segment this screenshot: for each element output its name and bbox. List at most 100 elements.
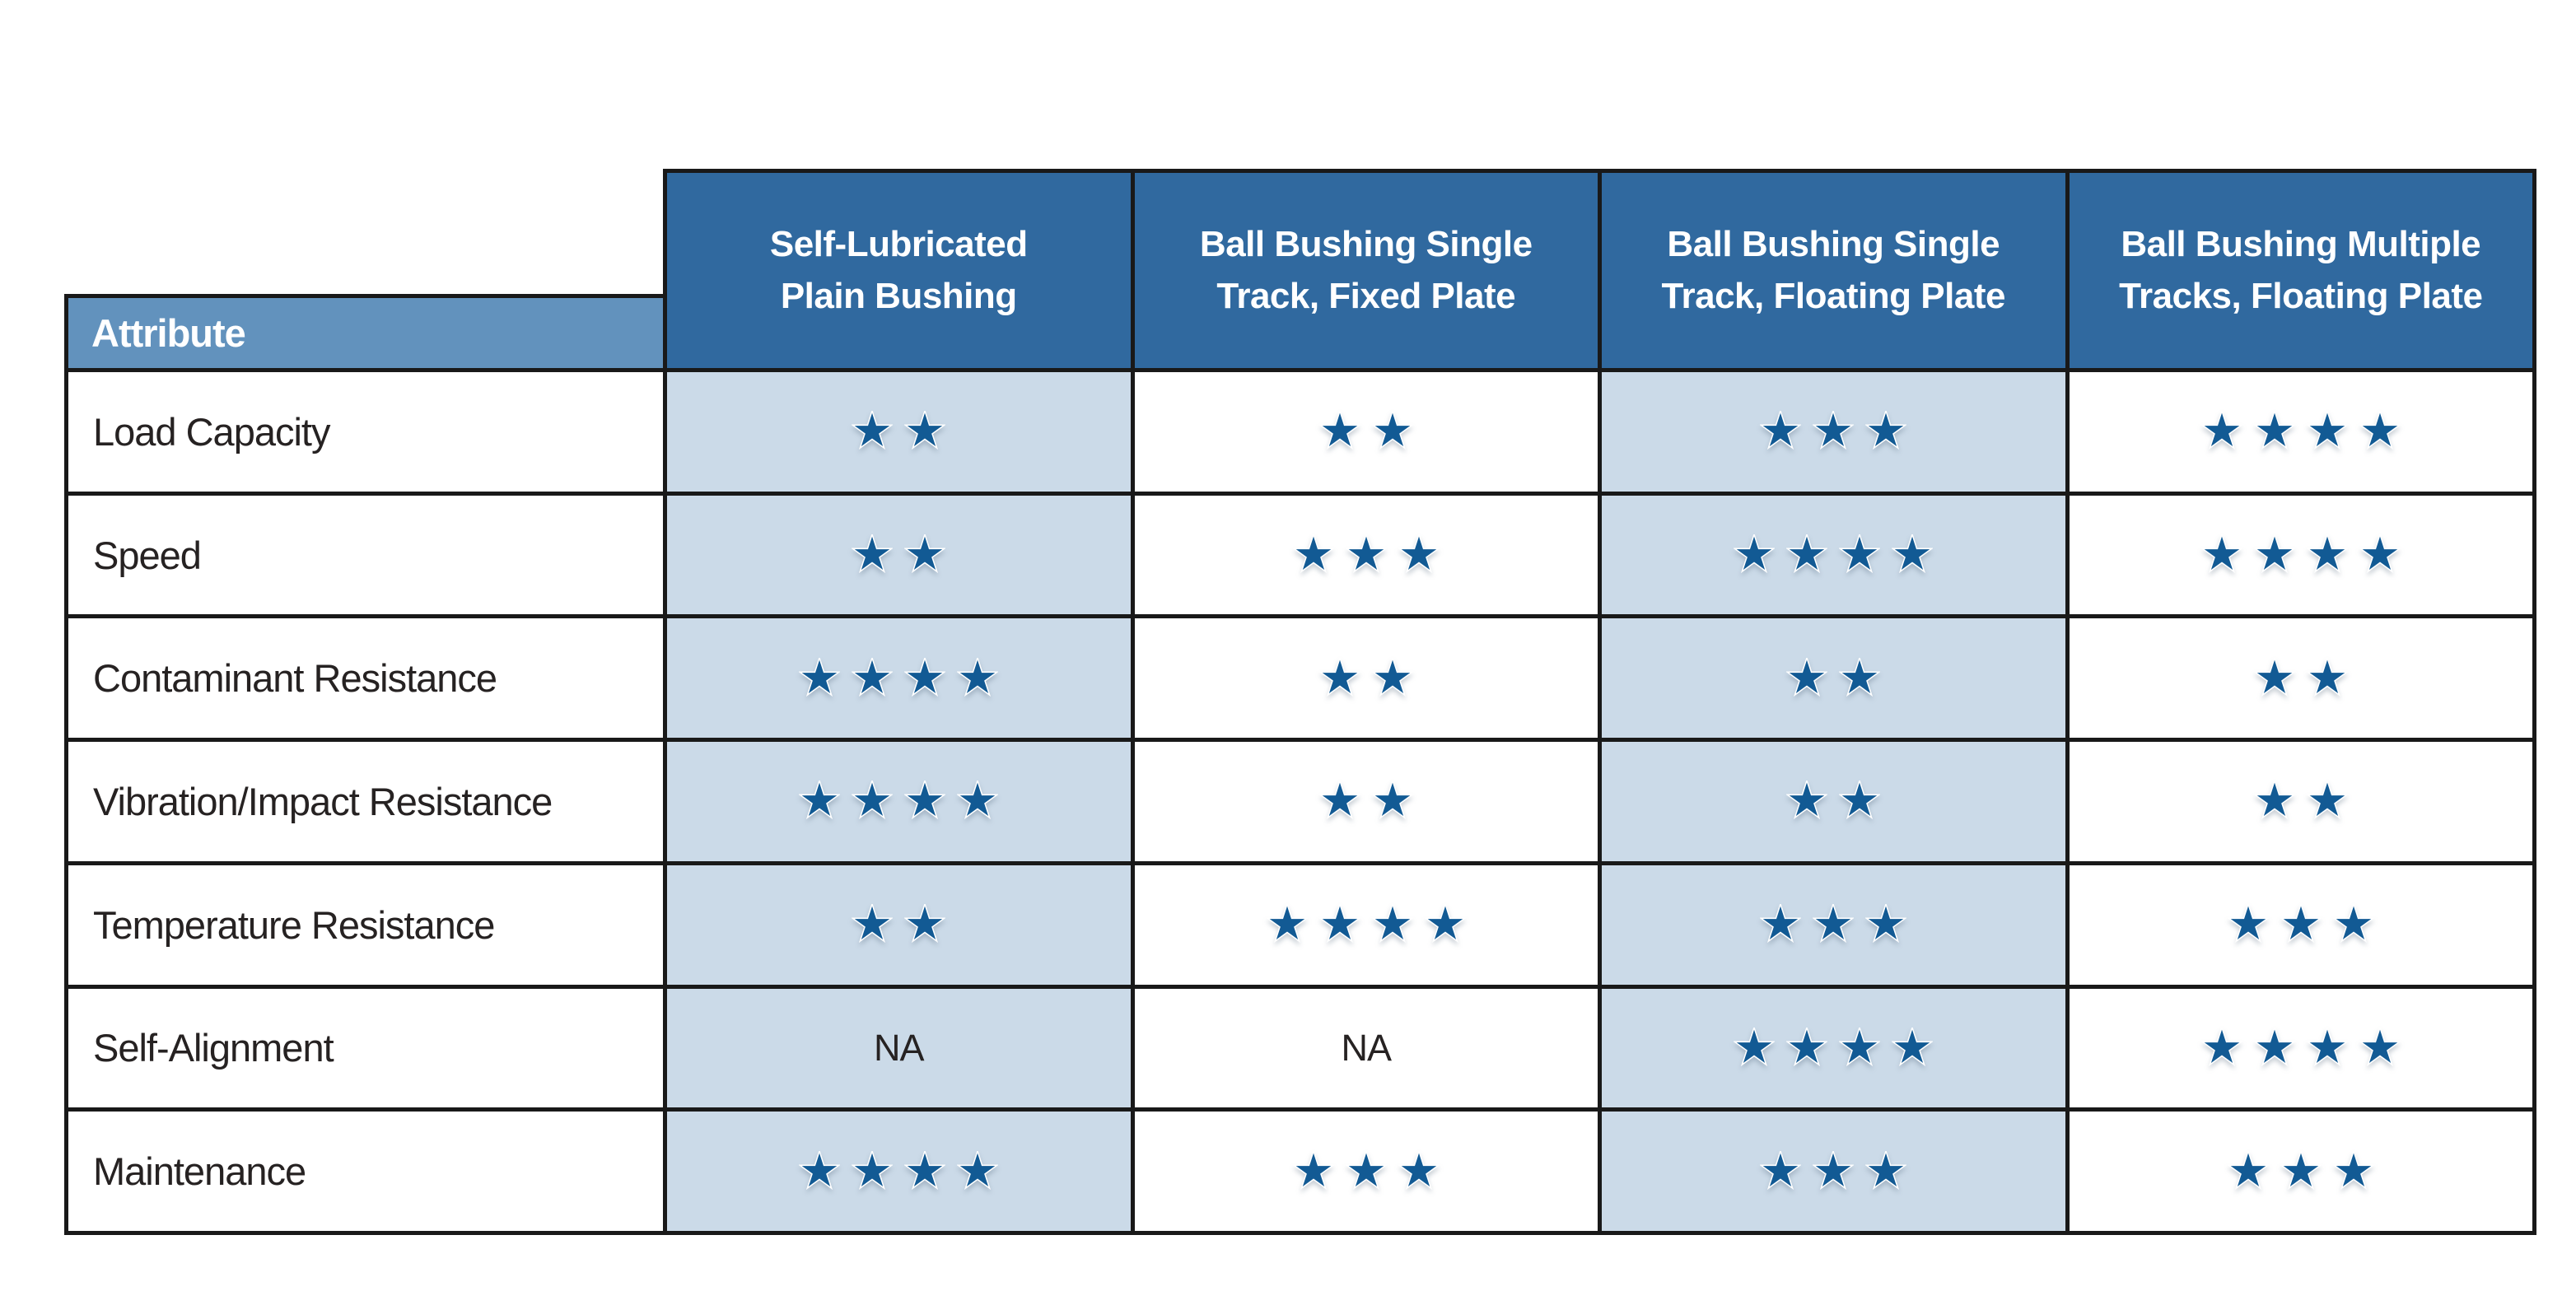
star-icon [2253, 657, 2295, 697]
attribute-cell: Speed [64, 495, 667, 619]
column-header-line: Ball Bushing Single [1199, 224, 1533, 265]
attribute-cell: Maintenance [64, 1112, 667, 1235]
attribute-label: Maintenance [93, 1149, 306, 1194]
rating-cell [2069, 865, 2536, 989]
star-rating [2253, 657, 2348, 699]
rating-cell [1134, 618, 1602, 743]
star-icon [852, 904, 894, 944]
na-value: NA [873, 1026, 925, 1069]
star-icon [1398, 534, 1440, 574]
star-icon [2280, 1150, 2322, 1190]
attribute-label: Speed [93, 533, 202, 577]
star-icon [1266, 904, 1308, 944]
star-icon [1345, 534, 1387, 574]
column-header-line: Track, Fixed Plate [1216, 275, 1516, 316]
star-rating [1266, 904, 1466, 945]
star-icon [957, 657, 999, 697]
rating-cell: NA [667, 988, 1135, 1112]
column-header-1: Self-Lubricated Plain Bushing [667, 169, 1135, 372]
star-icon [852, 534, 894, 574]
star-icon [1734, 1027, 1776, 1067]
star-icon [904, 411, 946, 450]
rating-cell [1134, 865, 1602, 989]
rating-cell [2069, 742, 2536, 865]
attribute-label: Self-Alignment [93, 1026, 334, 1070]
star-icon [1371, 781, 1413, 820]
column-header-line: Track, Floating Plate [1661, 275, 2006, 316]
attribute-cell: Contaminant Resistance [64, 618, 667, 743]
star-rating [1318, 657, 1413, 699]
attribute-cell: Vibration/Impact Resistance [64, 742, 667, 865]
rating-cell [667, 742, 1135, 865]
star-rating [1292, 1150, 1440, 1192]
star-icon [1760, 904, 1802, 944]
star-icon [1371, 904, 1413, 944]
star-icon [904, 904, 946, 944]
attribute-cell: Self-Alignment [64, 988, 667, 1112]
star-icon [1734, 534, 1776, 574]
star-icon [2332, 1150, 2374, 1190]
star-icon [1760, 1150, 1802, 1190]
rating-cell [1134, 372, 1602, 496]
star-icon [2200, 1027, 2242, 1067]
star-rating [852, 411, 946, 452]
star-rating [799, 781, 999, 822]
attribute-cell: Load Capacity [64, 372, 667, 496]
rating-cell [1602, 988, 2070, 1112]
column-header-line: Ball Bushing Multiple [2121, 224, 2481, 265]
star-icon [1865, 1150, 1907, 1190]
star-icon [1786, 1027, 1828, 1067]
star-icon [1892, 534, 1934, 574]
star-icon [2227, 1150, 2269, 1190]
star-icon [1786, 781, 1828, 820]
star-icon [1813, 411, 1855, 450]
column-header-2: Ball Bushing Single Track, Fixed Plate [1134, 169, 1602, 372]
star-rating [1786, 781, 1881, 822]
star-icon [1292, 1150, 1334, 1190]
star-icon [1839, 781, 1881, 820]
star-icon [2200, 411, 2242, 450]
star-icon [2306, 781, 2348, 820]
star-icon [1292, 534, 1334, 574]
star-icon [2253, 411, 2295, 450]
star-icon [1318, 781, 1360, 820]
rating-cell [1602, 742, 2070, 865]
star-icon [2359, 411, 2401, 450]
rating-cell [1602, 1112, 2070, 1235]
star-icon [904, 534, 946, 574]
star-rating [852, 534, 946, 576]
rating-cell [1134, 742, 1602, 865]
attribute-cell: Temperature Resistance [64, 865, 667, 989]
attribute-label: Load Capacity [93, 409, 330, 454]
star-icon [1839, 534, 1881, 574]
rating-cell [667, 372, 1135, 496]
rating-cell [667, 495, 1135, 619]
rating-cell [667, 618, 1135, 743]
rating-cell [2069, 988, 2536, 1112]
star-rating [852, 904, 946, 945]
star-icon [1813, 1150, 1855, 1190]
star-icon [1318, 657, 1360, 697]
attribute-header-label: Attribute [91, 311, 246, 355]
star-rating [2227, 904, 2374, 945]
star-icon [2306, 534, 2348, 574]
star-icon [1865, 411, 1907, 450]
star-icon [2306, 411, 2348, 450]
star-icon [1786, 657, 1828, 697]
column-header-line: Plain Bushing [780, 275, 1017, 316]
rating-cell [1602, 865, 2070, 989]
star-rating [799, 657, 999, 699]
star-icon [852, 781, 894, 820]
star-icon [2227, 904, 2269, 944]
star-icon [1318, 411, 1360, 450]
star-icon [852, 657, 894, 697]
star-icon [2253, 781, 2295, 820]
rating-cell [1602, 495, 2070, 619]
star-icon [1398, 1150, 1440, 1190]
star-icon [2280, 904, 2322, 944]
star-icon [904, 1150, 946, 1190]
rating-cell [1602, 618, 2070, 743]
star-icon [1892, 1027, 1934, 1067]
rating-cell [1134, 1112, 1602, 1235]
